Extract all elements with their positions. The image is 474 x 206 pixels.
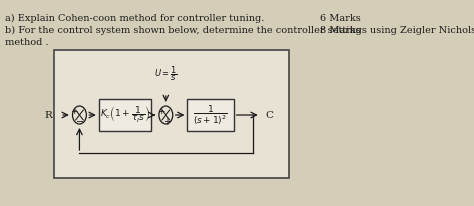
- Bar: [54, 50, 289, 178]
- Text: R: R: [45, 110, 53, 119]
- Bar: [187, 99, 234, 131]
- Text: b) For the control system shown below, determine the controller settings using Z: b) For the control system shown below, d…: [5, 26, 474, 35]
- Text: −: −: [76, 117, 84, 127]
- Bar: [99, 99, 151, 131]
- Text: +: +: [163, 117, 171, 127]
- Text: 8 Marks: 8 Marks: [320, 26, 361, 35]
- Text: a) Explain Cohen-coon method for controller tuning.: a) Explain Cohen-coon method for control…: [5, 14, 264, 23]
- Text: 6 Marks: 6 Marks: [320, 14, 361, 23]
- Text: $K_c\left(1+\dfrac{1}{\tau_I s}\right)$: $K_c\left(1+\dfrac{1}{\tau_I s}\right)$: [100, 105, 150, 125]
- Text: method .: method .: [5, 38, 48, 47]
- Text: $U=\dfrac{1}{s}$: $U=\dfrac{1}{s}$: [154, 64, 178, 83]
- Text: $\dfrac{1}{(s+1)^2}$: $\dfrac{1}{(s+1)^2}$: [193, 103, 228, 127]
- Text: +: +: [70, 107, 78, 116]
- Text: C: C: [265, 110, 273, 119]
- Text: +: +: [157, 107, 164, 116]
